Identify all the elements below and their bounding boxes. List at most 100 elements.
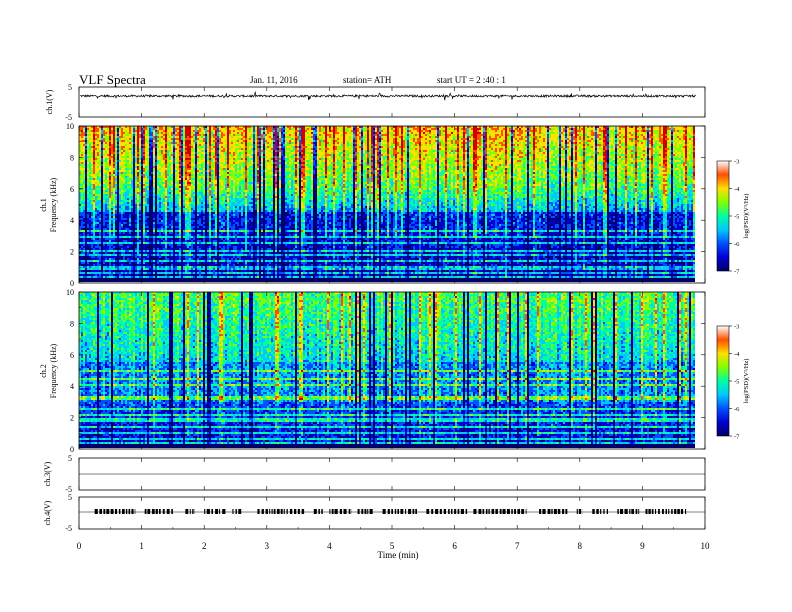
ch1-trace <box>80 91 696 101</box>
ch4-pulse <box>289 509 293 514</box>
ch4-pulse <box>491 509 495 514</box>
station-label: station= ATH <box>343 75 392 85</box>
ch4-pulse <box>412 509 415 514</box>
ch4-pulse <box>635 509 638 514</box>
ch4-pulse <box>215 509 219 514</box>
ch4-ytick-top: 5 <box>68 493 72 502</box>
ch4-pulse <box>171 509 173 514</box>
ch1-freq-ylabel: Frequency (kHz) <box>49 177 58 232</box>
ch1-waveform-ylabel: ch.1(V) <box>45 89 54 114</box>
ch4-pulse <box>596 509 599 514</box>
ch4-pulse <box>415 509 417 514</box>
ch4-pulse <box>473 509 477 514</box>
cb1-ticks--7: -7 <box>734 269 740 276</box>
ch2-spectrogram-image <box>79 292 705 449</box>
ch4-pulse <box>547 509 551 514</box>
ch3-waveform-ylabel: ch.3(V) <box>43 461 52 486</box>
ch4-pulse <box>620 509 624 514</box>
ch4-pulse <box>671 509 673 514</box>
ch4-pulse <box>265 509 268 514</box>
ch4-waveform-panel: 5 -5 ch.4(V) <box>43 493 706 533</box>
ch4-pulse <box>499 509 502 514</box>
ch4-pulse <box>674 509 677 514</box>
ch4-pulse <box>431 509 434 514</box>
time-tick-7: 7 <box>515 541 520 551</box>
ch4-pulse <box>460 509 464 514</box>
ch4-pulse <box>645 509 648 514</box>
ch4-pulse <box>443 509 447 514</box>
ch4-pulse <box>118 509 121 514</box>
ch4-pulse <box>485 509 488 514</box>
ch4-pulse <box>454 509 457 514</box>
ch1-freq-ticks: 0 2 4 6 8 10 <box>66 122 705 288</box>
ch1-waveform-panel: 5 -5 ch.1(V) <box>45 83 706 122</box>
ch4-pulse <box>166 509 170 514</box>
ch4-pulse <box>651 509 654 514</box>
cb1-ticks--5: -5 <box>734 214 739 221</box>
ch4-pulse <box>162 509 165 514</box>
ch4-pulse <box>525 509 527 514</box>
ch2-freq-ylabel: Frequency (kHz) <box>49 343 58 398</box>
ch4-pulse <box>238 509 242 514</box>
spec1-ytick-0: 0 <box>70 279 74 288</box>
time-tick-0: 0 <box>77 541 82 551</box>
time-tick-8: 8 <box>578 541 583 551</box>
cb2-ticks--6: -6 <box>734 406 740 413</box>
ch4-pulse <box>668 509 670 514</box>
ch4-pulse <box>606 509 608 514</box>
ch4-pulse <box>448 509 450 514</box>
ch4-pulse <box>514 509 516 514</box>
ch4-pulse <box>495 509 498 514</box>
ch4-pulse <box>357 509 360 514</box>
ch4-pulse <box>106 509 110 514</box>
spec1-ytick-10: 10 <box>66 122 74 131</box>
ch4-pulse <box>397 509 399 514</box>
ch4-pulse <box>451 509 453 514</box>
ch4-pulse <box>439 509 442 514</box>
spec2-ytick-0: 0 <box>70 445 74 454</box>
ch4-pulse <box>394 509 397 514</box>
ch4-pulse <box>122 509 125 514</box>
ch3-ytick-bottom: -5 <box>65 485 72 494</box>
cb1-ticks--3: -3 <box>734 159 739 166</box>
ch4-pulse <box>369 509 373 514</box>
cb2-ticks--4: -4 <box>734 351 740 358</box>
ch4-pulse <box>257 509 260 514</box>
spec1-ytick-2: 2 <box>70 248 74 257</box>
ch4-pulse <box>206 509 210 514</box>
ch4-pulse <box>144 509 147 514</box>
ch4-pulse <box>147 509 151 514</box>
ch4-pulse <box>361 509 364 514</box>
ch4-pulses <box>94 509 687 514</box>
ch4-pulse <box>294 509 297 514</box>
ch4-pulse <box>658 509 660 514</box>
ch4-pulse <box>318 509 320 514</box>
ch3-waveform-panel: 5 -5 ch.3(V) <box>43 454 706 494</box>
ch4-pulse <box>211 509 213 514</box>
ch1-colorbar <box>716 160 730 272</box>
ch4-pulse <box>482 509 485 514</box>
ch4-pulse <box>339 509 342 514</box>
ch4-pulse <box>557 509 561 514</box>
ch4-pulse <box>600 509 602 514</box>
cb2-ticks--7: -7 <box>734 434 740 441</box>
ch1-spectrogram-image <box>79 126 705 283</box>
ch4-pulse <box>576 509 578 514</box>
ch4-pulse <box>603 509 605 514</box>
ch4-pulse <box>631 509 634 514</box>
ch4-pulse <box>624 509 628 514</box>
cb2-ticks--5: -5 <box>734 379 739 386</box>
ch4-pulse <box>680 509 684 514</box>
ch4-pulse <box>321 509 323 514</box>
ch4-pulse <box>348 509 351 514</box>
ch4-pulse <box>367 509 369 514</box>
ch2-colorbar <box>716 325 730 437</box>
ch4-pulse <box>115 509 118 514</box>
time-tick-9: 9 <box>640 541 645 551</box>
ch4-pulse <box>502 509 506 514</box>
ch4-pulse <box>313 509 317 514</box>
ch4-pulse <box>511 509 513 514</box>
ch4-pulse <box>271 509 273 514</box>
